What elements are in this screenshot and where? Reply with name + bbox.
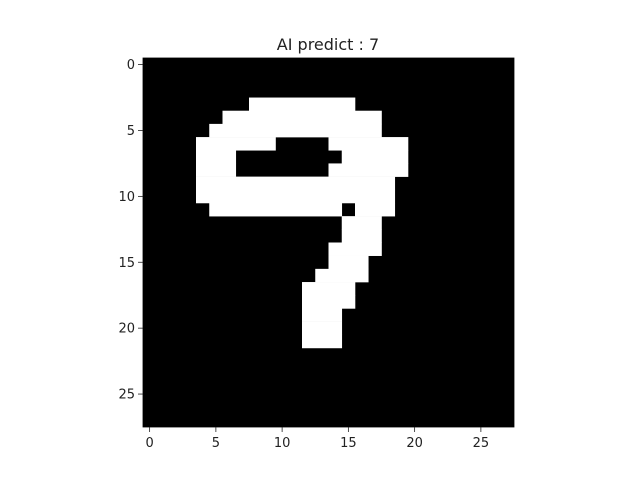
x-axis: 0 5 10 15 20 25 — [145, 427, 489, 451]
y-tick-label: 20 — [118, 322, 135, 337]
pixel-run — [355, 202, 396, 217]
pixel-layer — [196, 97, 409, 349]
y-tick-label: 10 — [118, 190, 135, 205]
y-tick-label: 15 — [118, 256, 135, 271]
x-tick-label: 10 — [274, 436, 291, 451]
pixel-run — [249, 97, 356, 112]
pixel-run — [209, 202, 343, 217]
x-tick-label: 5 — [212, 436, 220, 451]
x-tick-label: 0 — [145, 436, 153, 451]
pixel-run — [302, 321, 343, 336]
y-tick-label: 0 — [127, 58, 135, 73]
pixel-run — [328, 242, 382, 256]
x-tick-label: 15 — [340, 436, 357, 451]
y-axis: 0 5 10 15 20 25 — [118, 58, 143, 403]
pixel-run — [328, 137, 409, 151]
pixel-run — [302, 282, 356, 296]
pixel-run — [328, 255, 369, 270]
pixel-run — [196, 137, 276, 151]
pixel-run — [209, 123, 382, 138]
chart-title: AI predict : 7 — [277, 35, 379, 54]
y-tick-label: 25 — [118, 388, 135, 403]
y-tick-label: 5 — [127, 124, 135, 139]
x-tick-label: 20 — [406, 436, 423, 451]
axes-frame — [142, 57, 515, 428]
pixel-run — [341, 229, 382, 243]
x-tick-label: 25 — [473, 436, 490, 451]
pixel-run — [196, 189, 396, 204]
pixel-run — [302, 295, 356, 309]
image-axes — [142, 57, 515, 428]
pixel-run — [341, 150, 409, 164]
pixel-run — [222, 110, 382, 125]
pixel-run — [196, 163, 237, 177]
pixel-run — [196, 176, 396, 191]
pixel-run — [196, 150, 237, 164]
pixel-run — [328, 163, 409, 177]
pixel-run — [302, 308, 343, 322]
pixel-run — [315, 268, 369, 283]
pixel-run — [302, 334, 343, 349]
pixel-run — [341, 216, 382, 230]
